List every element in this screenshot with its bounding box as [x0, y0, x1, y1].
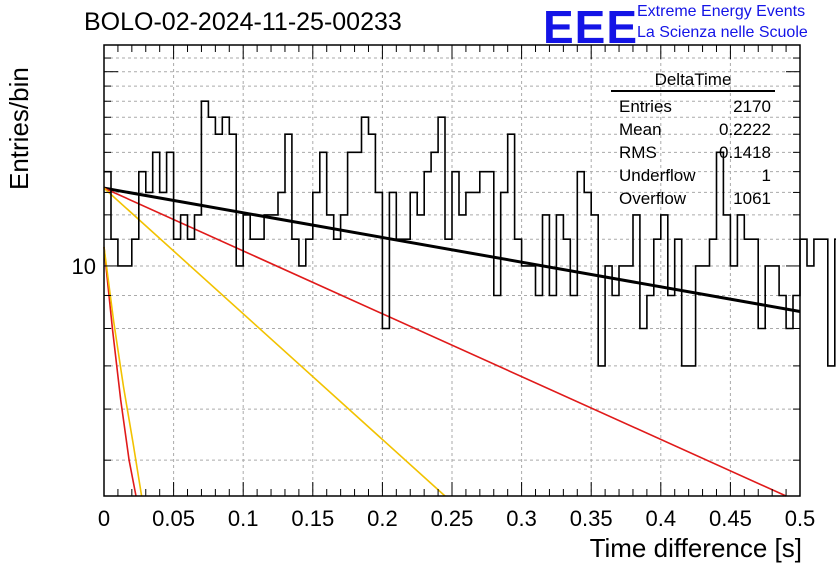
stats-row-overflow: Overflow 1061	[611, 187, 775, 210]
axis-ticks	[103, 45, 801, 496]
yellow-fit-curve-4	[103, 246, 143, 497]
x-tick-label: 0.5	[785, 506, 816, 531]
red-fit-curve-1	[103, 187, 787, 497]
x-axis-label: Time difference [s]	[589, 533, 802, 563]
x-tick-label: 0.2	[367, 506, 398, 531]
axis-tick-labels: 0 0.05 0.1 0.15 0.2 0.25 0.3 0.35 0.4 0.45 0.5 10	[72, 254, 816, 531]
x-tick-label: 0	[98, 506, 110, 531]
yellow-fit-curve-3	[103, 187, 446, 497]
red-fit-curve-2	[103, 246, 137, 497]
stats-label: Overflow	[619, 189, 687, 208]
y-axis-label: Entries/bin	[4, 67, 34, 190]
x-tick-label: 0.3	[506, 506, 537, 531]
stats-label: Mean	[619, 120, 662, 139]
logo-line-1: Extreme Energy Events	[637, 3, 806, 20]
stats-row-mean: Mean 0.2222	[611, 118, 775, 141]
fit-curves	[103, 186, 801, 497]
stats-row-underflow: Underflow 1	[611, 164, 775, 187]
y-tick-label: 10	[72, 254, 96, 279]
x-tick-label: 0.45	[709, 506, 752, 531]
stats-label: RMS	[619, 143, 657, 162]
histogram-series	[104, 100, 836, 367]
x-tick-label: 0.25	[431, 506, 474, 531]
x-tick-label: 0.4	[646, 506, 677, 531]
stats-row-entries: Entries 2170	[611, 95, 775, 118]
stats-title: DeltaTime	[611, 70, 775, 92]
stats-row-rms: RMS 0.1418	[611, 141, 775, 164]
black-fit-curve-0	[103, 186, 801, 313]
x-tick-label: 0.35	[570, 506, 613, 531]
stats-value: 1	[761, 166, 771, 185]
logo-line-2: La Scienza nelle Scuole	[637, 24, 808, 41]
stats-value: 0.2222	[719, 120, 771, 139]
stats-label: Entries	[619, 97, 672, 116]
stats-value: 0.1418	[719, 143, 771, 162]
histogram-step-line	[104, 100, 836, 367]
x-tick-label: 0.15	[291, 506, 334, 531]
stats-value: 2170	[733, 97, 771, 116]
chart-title: BOLO-02-2024-11-25-00233	[84, 8, 402, 36]
x-tick-label: 0.1	[228, 506, 259, 531]
stats-box: DeltaTime Entries 2170 Mean 0.2222 RMS 0.1418…	[611, 70, 775, 210]
x-tick-label: 0.05	[152, 506, 195, 531]
stats-value: 1061	[733, 189, 771, 208]
stats-label: Underflow	[619, 166, 696, 185]
